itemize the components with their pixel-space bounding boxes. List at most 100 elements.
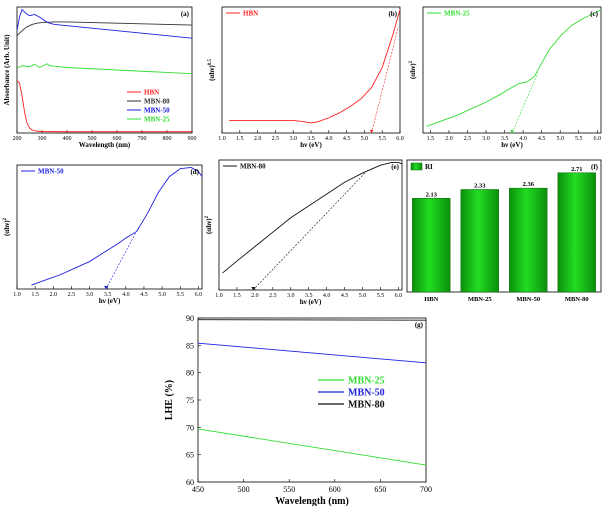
x-tick-label: 2.5 [68,292,76,298]
x-tick-label: 700 [138,136,147,142]
series-line-hbn [16,80,192,133]
plot-frame [221,6,401,134]
x-tick-label: 650 [374,485,386,494]
legend-label: RI [425,163,433,171]
legend-label: MBN-80 [348,400,385,411]
panel-g: 450 500 550 600 650 70060657075808590MBN-25MB… [164,314,432,506]
x-tick-label: 3.5 [307,136,315,142]
x-tick-label: MBN-25 [468,296,493,303]
x-tick-label: 600 [329,485,341,494]
plot-frame [406,159,602,293]
x-axis-label: Wavelength (nm) [275,496,349,506]
intercept-arrow [104,286,108,289]
x-tick-label: 200 [13,136,22,142]
series-line-mbn-25 [426,9,602,127]
series-line-mbn-50 [197,342,427,364]
x-tick-label: 4.5 [538,136,546,142]
legend-label: MBN-80 [144,98,170,106]
x-tick-label: 5.0 [158,292,166,298]
bar [412,198,451,293]
x-tick-label: 800 [163,136,172,142]
y-axis-label: (αhν)0.5 [208,59,216,81]
legend-label: MBN-50 [38,168,64,176]
x-tick-label: 550 [283,485,295,494]
y-tick-label: 60 [186,478,194,487]
series-line-hbn [229,9,401,124]
intercept-arrow [369,130,374,133]
x-tick-label: 4.0 [519,136,527,142]
bar-value-label: 2.36 [523,181,535,188]
series-line-mbn-25 [197,428,427,466]
x-axis-label: Wavelength (nm) [79,141,131,149]
x-tick-label: 3.0 [287,293,295,299]
y-tick-label: 80 [186,369,194,378]
plot-frame [16,164,203,290]
panel-label: (b) [388,10,397,18]
x-tick-label: 4.0 [325,136,333,142]
bar [460,189,499,293]
y-axis-label-exponent: 0.5 [208,59,213,66]
tangent-line [511,72,539,134]
x-axis-label: hν (eV) [99,297,121,305]
x-tick-label: 4.5 [140,292,148,298]
x-tick-label: 600 [113,136,122,142]
legend-label: MBN-25 [444,10,470,18]
x-tick-label: 4.5 [341,293,349,299]
x-tick-label: 3.5 [305,293,313,299]
legend-label: MBN-50 [348,388,385,399]
legend-label: MBN-25 [348,376,385,387]
x-tick-label: 3.5 [501,136,509,142]
plot-frame [16,6,193,134]
x-tick-label: HBN [424,296,438,303]
y-axis-label: Absorbance (Arb. Unit) [3,34,11,106]
series-line-mbn-50 [16,8,193,39]
x-tick-label: 900 [188,136,197,142]
y-axis-label-exponent: 2 [3,217,8,220]
y-tick-label: 90 [186,314,194,323]
x-tick-label: 700 [420,485,432,494]
x-tick-label: 3.5 [104,292,112,298]
panel-label: (c) [590,10,598,18]
series-line-mbn-50 [31,166,203,286]
x-tick-label: 300 [38,136,47,142]
x-tick-label: MBN-80 [565,296,589,303]
x-tick-label: 3.0 [86,292,94,298]
x-axis-label: hν (eV) [501,141,523,149]
tangent-line [105,227,139,290]
bar-value-label: 2.33 [474,182,486,189]
x-tick-label: 3.0 [482,136,490,142]
bar [509,187,548,293]
x-tick-label: 2.0 [445,136,453,142]
panel-f: 2.13 HBN 2.33 MBN-25 2.36 MBN-50 2.71 MBN-80 RI (… [406,159,602,303]
y-axis-label: (αhν)2 [409,60,417,79]
legend-label: HBN [243,10,258,18]
tangent-line [252,171,367,291]
plot-frame [218,159,403,291]
x-tick-label: 5.0 [361,136,369,142]
legend-label: MBN-25 [144,116,170,124]
y-axis-label-exponent: 2 [205,215,210,218]
bar-value-label: 2.71 [571,166,582,173]
panel-c: 1.5 2.0 2.5 3.0 3.5 4.0 4.5 5.0 5.5 6.0 MBN-25 (c) h… [409,6,602,149]
plot-frame [422,6,602,134]
x-tick-label: 6.0 [195,292,203,298]
panel-a: 200 300 400 500 600 700 800 900 HBNMBN-80MBN-50M… [3,6,197,149]
panel-label: (e) [391,163,399,171]
y-tick-label: 75 [186,396,194,405]
panel-label: (f) [591,163,599,171]
panel-e: 1.0 1.5 2.0 2.5 3.0 3.5 4.0 4.5 5.0 5.5 6.0 MBN-80 (… [205,159,403,306]
x-tick-label: 500 [88,136,97,142]
panel-d: 1.0 1.5 2.0 2.5 3.0 3.5 4.0 4.5 5.0 5.5 6.0 MBN-50 (… [3,164,203,305]
bar [557,172,596,293]
panel-label: (a) [181,10,190,18]
y-axis-label: (αhν)2 [205,215,213,234]
x-axis-label: hν (eV) [300,298,322,306]
bar-value-label: 2.13 [426,191,438,198]
x-tick-label: 2.0 [254,136,262,142]
x-tick-label: 2.5 [464,136,472,142]
x-tick-label: 2.0 [251,293,259,299]
panel-label: (g) [415,321,424,329]
legend-label: MBN-80 [240,163,266,171]
x-tick-label: 1.5 [427,136,435,142]
